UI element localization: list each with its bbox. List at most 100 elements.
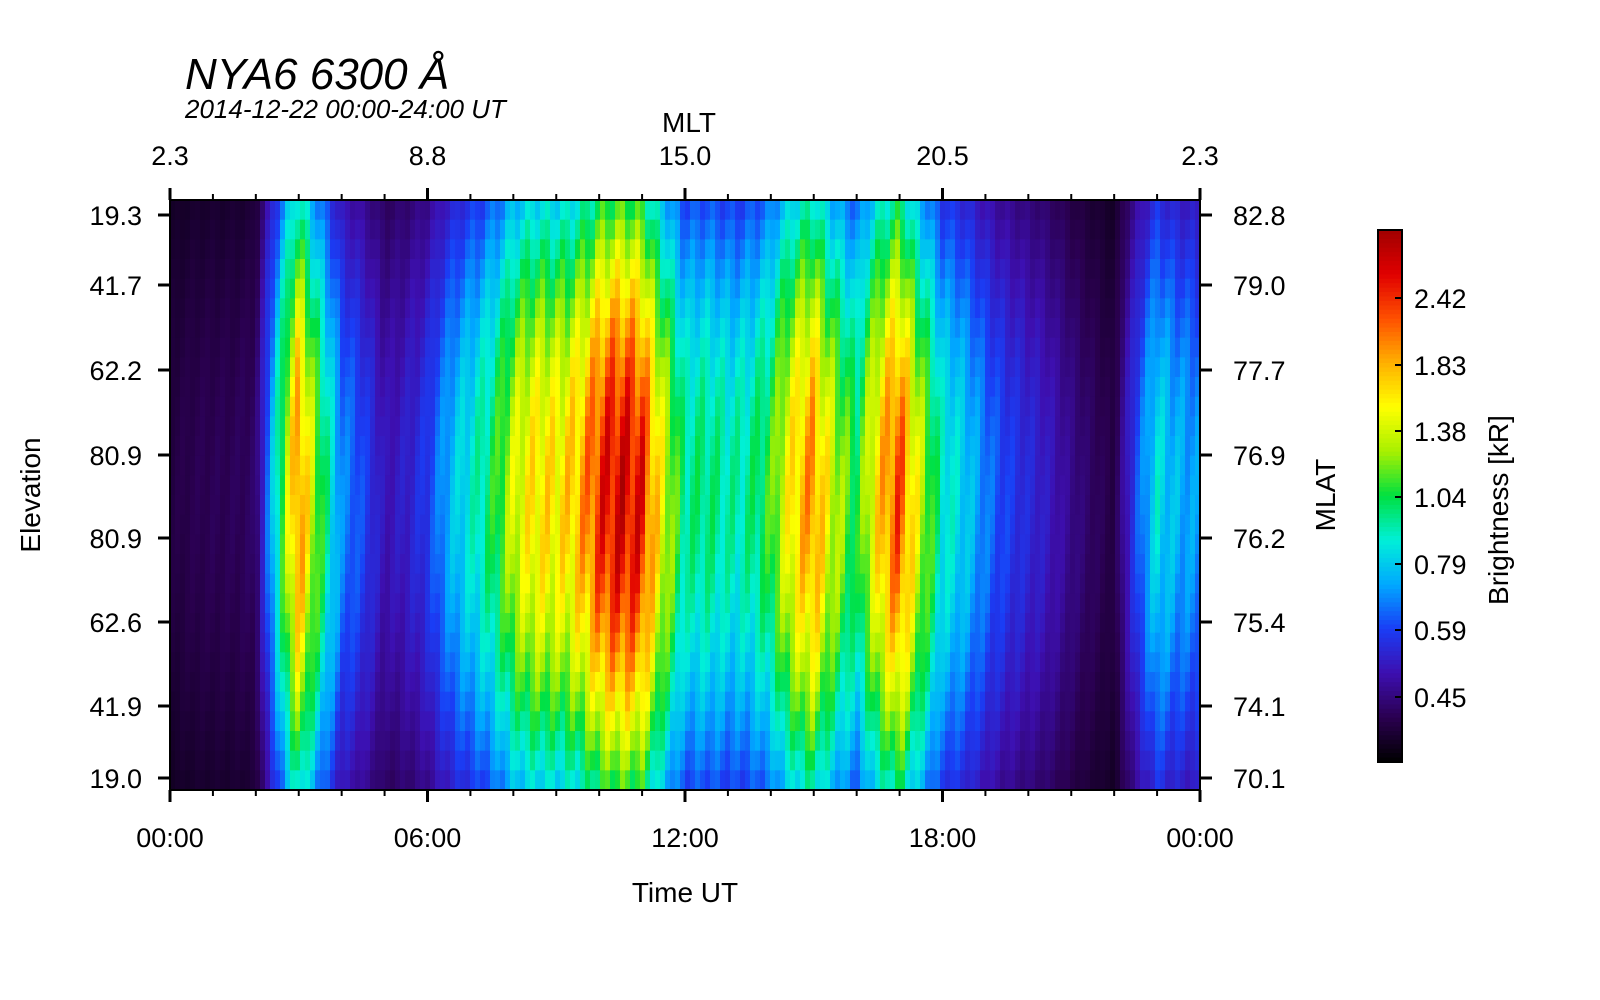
heatmap-cell xyxy=(260,337,266,358)
heatmap-cell xyxy=(170,396,176,417)
heatmap-cell xyxy=(670,711,676,732)
heatmap-cell xyxy=(680,593,686,614)
heatmap-cell xyxy=(190,593,196,614)
heatmap-cell xyxy=(450,377,456,398)
heatmap-cell xyxy=(795,613,801,634)
heatmap-cell xyxy=(510,711,516,732)
heatmap-cell xyxy=(915,534,921,555)
heatmap-cell xyxy=(750,219,756,240)
heatmap-cell xyxy=(345,396,351,417)
heatmap-cell xyxy=(975,416,981,437)
heatmap-cell xyxy=(930,298,936,319)
heatmap-cell xyxy=(945,377,951,398)
heatmap-cell xyxy=(795,770,801,791)
heatmap-cell xyxy=(515,455,521,476)
heatmap-cell xyxy=(650,239,656,260)
heatmap-cell xyxy=(480,652,486,673)
heatmap-cell xyxy=(240,396,246,417)
heatmap-cell xyxy=(420,436,426,457)
heatmap-cell xyxy=(440,750,446,771)
heatmap-cell xyxy=(390,239,396,260)
heatmap-cell xyxy=(445,318,451,339)
heatmap-cell xyxy=(255,436,261,457)
heatmap-cell xyxy=(225,200,231,221)
heatmap-cell xyxy=(265,514,271,535)
heatmap-cell xyxy=(230,691,236,712)
heatmap-cell xyxy=(295,357,301,378)
heatmap-cell xyxy=(885,731,891,752)
heatmap-cell xyxy=(400,750,406,771)
heatmap-cell xyxy=(270,593,276,614)
heatmap-cell xyxy=(655,613,661,634)
heatmap-cell xyxy=(655,396,661,417)
heatmap-cell xyxy=(950,200,956,221)
heatmap-cell xyxy=(730,652,736,673)
heatmap-cell xyxy=(170,357,176,378)
heatmap-cell xyxy=(285,632,291,653)
heatmap-cell xyxy=(440,593,446,614)
heatmap-cell xyxy=(300,691,306,712)
heatmap-cell xyxy=(380,278,386,299)
heatmap-cell xyxy=(250,455,256,476)
heatmap-cell xyxy=(285,593,291,614)
heatmap-cell xyxy=(680,475,686,496)
heatmap-cell xyxy=(850,554,856,575)
heatmap-cell xyxy=(360,554,366,575)
heatmap-cell xyxy=(250,573,256,594)
heatmap-cell xyxy=(630,593,636,614)
heatmap-cell xyxy=(440,357,446,378)
heatmap-cell xyxy=(400,455,406,476)
heatmap-cell xyxy=(670,318,676,339)
heatmap-cell xyxy=(970,652,976,673)
heatmap-cell xyxy=(715,318,721,339)
heatmap-cell xyxy=(455,377,461,398)
heatmap-cell xyxy=(790,534,796,555)
heatmap-cell xyxy=(525,750,531,771)
heatmap-cell xyxy=(390,298,396,319)
heatmap-cell xyxy=(825,357,831,378)
heatmap-cell xyxy=(380,593,386,614)
heatmap-cell xyxy=(745,554,751,575)
heatmap-cell xyxy=(440,632,446,653)
heatmap-cell xyxy=(870,219,876,240)
heatmap-cell xyxy=(985,377,991,398)
heatmap-cell xyxy=(860,770,866,791)
heatmap-cell xyxy=(900,475,906,496)
heatmap-cell xyxy=(950,377,956,398)
heatmap-cell xyxy=(450,298,456,319)
heatmap-cell xyxy=(610,770,616,791)
heatmap-cell xyxy=(690,691,696,712)
heatmap-cell xyxy=(590,475,596,496)
heatmap-cell xyxy=(895,613,901,634)
heatmap-cell xyxy=(815,200,821,221)
heatmap-cell xyxy=(615,416,621,437)
heatmap-cell xyxy=(200,200,206,221)
heatmap-cell xyxy=(270,554,276,575)
heatmap-cell xyxy=(520,337,526,358)
heatmap-cell xyxy=(630,750,636,771)
heatmap-cell xyxy=(985,475,991,496)
heatmap-cell xyxy=(500,396,506,417)
heatmap-cell xyxy=(330,573,336,594)
heatmap-cell xyxy=(615,436,621,457)
heatmap-cell xyxy=(825,534,831,555)
heatmap-cell xyxy=(595,652,601,673)
heatmap-cell xyxy=(320,691,326,712)
heatmap-cell xyxy=(345,514,351,535)
heatmap-cell xyxy=(785,396,791,417)
heatmap-cell xyxy=(580,573,586,594)
heatmap-cell xyxy=(240,593,246,614)
heatmap-cell xyxy=(925,259,931,280)
heatmap-cell xyxy=(775,239,781,260)
heatmap-cell xyxy=(200,652,206,673)
heatmap-cell xyxy=(765,613,771,634)
heatmap-cell xyxy=(315,691,321,712)
heatmap-cell xyxy=(795,593,801,614)
heatmap-cell xyxy=(520,691,526,712)
heatmap-cell xyxy=(245,632,251,653)
heatmap-cell xyxy=(860,239,866,260)
heatmap-cell xyxy=(785,475,791,496)
heatmap-cell xyxy=(675,672,681,693)
heatmap-cell xyxy=(385,554,391,575)
heatmap-cell xyxy=(480,475,486,496)
